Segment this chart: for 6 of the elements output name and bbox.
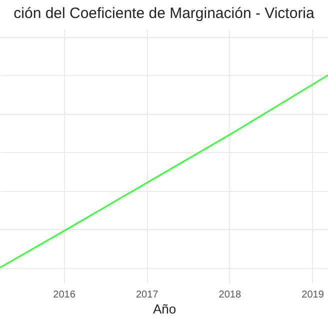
- x-tick-label: 2018: [218, 290, 242, 300]
- x-axis-title: Año: [152, 302, 176, 316]
- x-tick-label: 2017: [136, 290, 159, 300]
- chart-title: ción del Coeficiente de Marginación - Victoria: [14, 5, 316, 22]
- x-tick-label: 2016: [53, 290, 76, 300]
- x-tick-label: 2019: [302, 290, 324, 300]
